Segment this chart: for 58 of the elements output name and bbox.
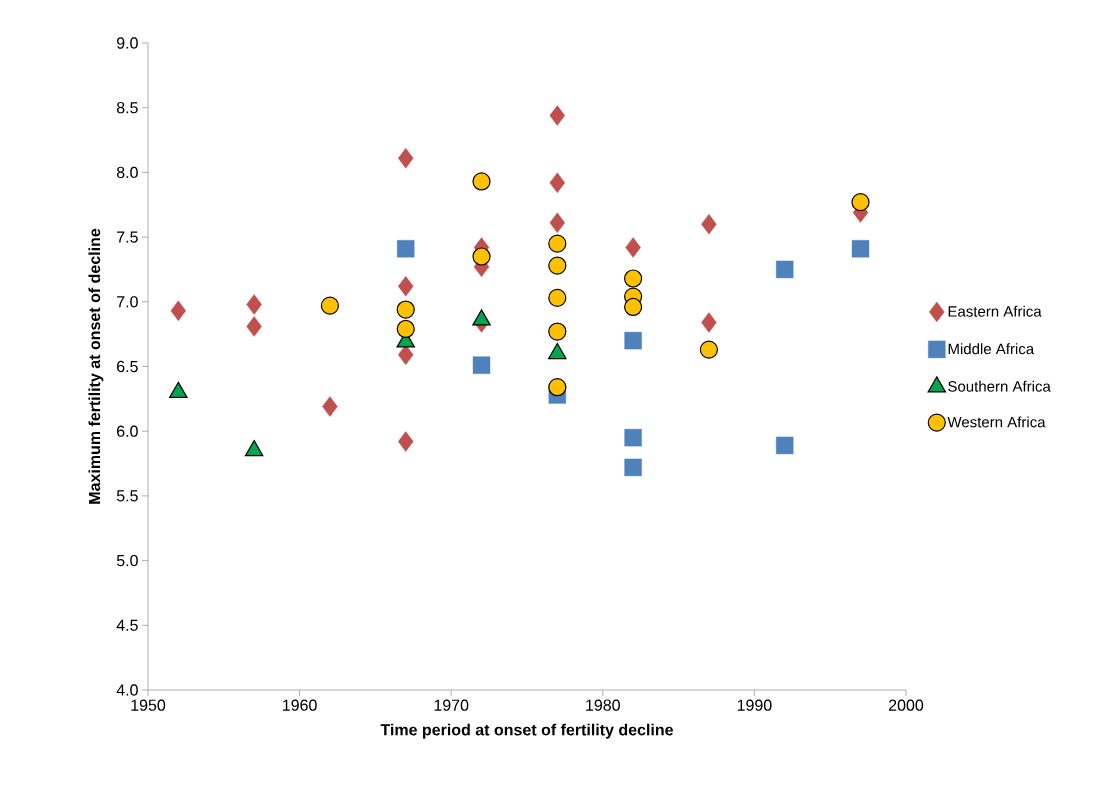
point (397, 240, 415, 258)
point (398, 276, 414, 297)
point (624, 297, 643, 317)
point (396, 319, 415, 339)
y-tick-label: 8.5 (116, 102, 138, 114)
y-tick-label: 6.5 (117, 360, 138, 373)
point (624, 458, 642, 477)
legend-label: Middle Africa (948, 343, 1035, 355)
x-tick-label: 1980 (586, 699, 620, 711)
point (396, 300, 415, 319)
point (398, 147, 414, 169)
x-tick-label: 1990 (737, 699, 772, 711)
point (548, 234, 567, 253)
point (548, 288, 567, 308)
y-tick-label: 4.0 (116, 684, 138, 696)
point (320, 296, 340, 315)
y-tick-label: 7.0 (117, 296, 138, 308)
point (549, 105, 566, 126)
point (472, 247, 491, 266)
point (472, 172, 491, 191)
y-axis-title: Maximum fertility at onset of decline (88, 228, 104, 504)
y-tick-label: 4.5 (116, 619, 138, 631)
x-tick-label: 2000 (889, 699, 924, 711)
point (851, 193, 870, 212)
x-tick-label: 1970 (434, 699, 469, 711)
point (322, 396, 338, 417)
point (170, 300, 187, 322)
point (472, 356, 491, 374)
point (246, 316, 262, 337)
y-tick-label: 9.0 (116, 37, 138, 49)
x-tick-label: 1950 (131, 699, 166, 711)
point (624, 428, 642, 447)
point (549, 172, 566, 193)
y-tick-label: 8.0 (116, 166, 138, 179)
legend-label: Western Africa (947, 416, 1046, 428)
point (699, 340, 719, 359)
point (549, 212, 566, 234)
legend-label: Southern Africa (948, 380, 1051, 392)
y-tick-label: 5.0 (116, 554, 138, 567)
y-tick-label: 6.0 (117, 425, 138, 437)
x-axis-title: Time period at onset of fertility decline (380, 723, 673, 739)
y-tick-label: 7.5 (117, 231, 138, 243)
point (776, 260, 794, 279)
x-tick-label: 1960 (283, 699, 317, 711)
legend-label: Eastern Africa (948, 305, 1042, 317)
y-tick-label: 5.5 (116, 490, 138, 502)
point (625, 237, 641, 258)
point (398, 431, 414, 452)
point (701, 213, 717, 235)
point (548, 322, 567, 341)
point (548, 256, 567, 275)
point (624, 331, 642, 350)
point (776, 436, 794, 455)
point (851, 240, 870, 258)
point (701, 312, 717, 333)
point (548, 378, 567, 397)
point (246, 294, 262, 315)
point (624, 269, 643, 288)
